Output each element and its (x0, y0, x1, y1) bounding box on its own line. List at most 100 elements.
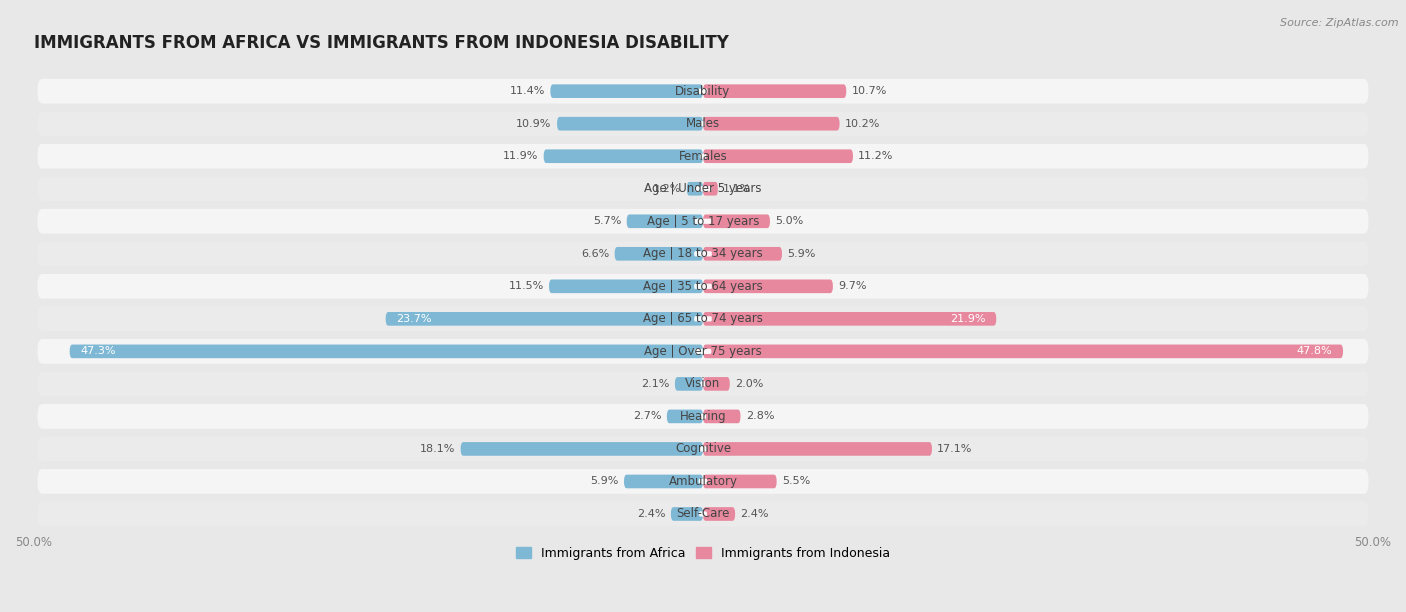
Text: Females: Females (679, 150, 727, 163)
Text: Age | 65 to 74 years: Age | 65 to 74 years (643, 312, 763, 326)
Text: 47.3%: 47.3% (80, 346, 115, 356)
FancyBboxPatch shape (703, 214, 770, 228)
Text: 2.8%: 2.8% (745, 411, 775, 422)
FancyBboxPatch shape (38, 79, 1368, 103)
Text: IMMIGRANTS FROM AFRICA VS IMMIGRANTS FROM INDONESIA DISABILITY: IMMIGRANTS FROM AFRICA VS IMMIGRANTS FRO… (34, 34, 728, 52)
FancyBboxPatch shape (695, 316, 711, 321)
FancyBboxPatch shape (666, 409, 703, 424)
Text: Age | 5 to 17 years: Age | 5 to 17 years (647, 215, 759, 228)
FancyBboxPatch shape (557, 117, 703, 130)
Text: 11.9%: 11.9% (503, 151, 538, 161)
FancyBboxPatch shape (703, 247, 782, 261)
Text: 1.1%: 1.1% (723, 184, 751, 194)
FancyBboxPatch shape (550, 84, 703, 98)
FancyBboxPatch shape (385, 312, 703, 326)
Text: 11.4%: 11.4% (509, 86, 546, 96)
FancyBboxPatch shape (699, 512, 707, 517)
FancyBboxPatch shape (461, 442, 703, 456)
FancyBboxPatch shape (703, 377, 730, 390)
Text: 5.9%: 5.9% (591, 477, 619, 487)
FancyBboxPatch shape (38, 469, 1368, 494)
FancyBboxPatch shape (38, 144, 1368, 168)
FancyBboxPatch shape (38, 371, 1368, 396)
FancyBboxPatch shape (38, 209, 1368, 234)
Legend: Immigrants from Africa, Immigrants from Indonesia: Immigrants from Africa, Immigrants from … (512, 542, 894, 565)
Text: Age | 18 to 34 years: Age | 18 to 34 years (643, 247, 763, 260)
FancyBboxPatch shape (703, 312, 997, 326)
FancyBboxPatch shape (695, 251, 711, 256)
Text: 2.1%: 2.1% (641, 379, 669, 389)
Text: 2.4%: 2.4% (741, 509, 769, 519)
FancyBboxPatch shape (627, 214, 703, 228)
FancyBboxPatch shape (695, 218, 711, 224)
FancyBboxPatch shape (38, 176, 1368, 201)
FancyBboxPatch shape (38, 502, 1368, 526)
FancyBboxPatch shape (695, 186, 711, 192)
Text: 47.8%: 47.8% (1296, 346, 1333, 356)
Text: Source: ZipAtlas.com: Source: ZipAtlas.com (1281, 18, 1399, 28)
Text: Age | Over 75 years: Age | Over 75 years (644, 345, 762, 358)
Text: 11.2%: 11.2% (858, 151, 894, 161)
Text: 5.9%: 5.9% (787, 249, 815, 259)
Text: Vision: Vision (685, 378, 721, 390)
FancyBboxPatch shape (703, 507, 735, 521)
FancyBboxPatch shape (671, 507, 703, 521)
Text: 10.2%: 10.2% (845, 119, 880, 129)
Text: 1.2%: 1.2% (654, 184, 682, 194)
FancyBboxPatch shape (699, 479, 707, 484)
Text: 2.4%: 2.4% (637, 509, 665, 519)
FancyBboxPatch shape (703, 149, 853, 163)
FancyBboxPatch shape (695, 349, 711, 354)
Text: 2.0%: 2.0% (735, 379, 763, 389)
FancyBboxPatch shape (38, 436, 1368, 461)
FancyBboxPatch shape (544, 149, 703, 163)
Text: Males: Males (686, 118, 720, 130)
FancyBboxPatch shape (70, 345, 703, 358)
FancyBboxPatch shape (703, 117, 839, 130)
Text: 17.1%: 17.1% (938, 444, 973, 454)
Text: Hearing: Hearing (679, 410, 727, 423)
FancyBboxPatch shape (699, 446, 707, 452)
Text: 11.5%: 11.5% (509, 282, 544, 291)
Text: 2.7%: 2.7% (633, 411, 661, 422)
Text: Age | 35 to 64 years: Age | 35 to 64 years (643, 280, 763, 293)
FancyBboxPatch shape (38, 307, 1368, 331)
FancyBboxPatch shape (614, 247, 703, 261)
Text: 5.7%: 5.7% (593, 216, 621, 226)
FancyBboxPatch shape (38, 404, 1368, 429)
FancyBboxPatch shape (548, 280, 703, 293)
Text: 9.7%: 9.7% (838, 282, 866, 291)
Text: Self-Care: Self-Care (676, 507, 730, 520)
Text: 5.5%: 5.5% (782, 477, 810, 487)
FancyBboxPatch shape (703, 84, 846, 98)
Text: 5.0%: 5.0% (775, 216, 804, 226)
Text: 21.9%: 21.9% (950, 314, 986, 324)
FancyBboxPatch shape (700, 381, 706, 387)
Text: 18.1%: 18.1% (420, 444, 456, 454)
FancyBboxPatch shape (700, 414, 706, 419)
FancyBboxPatch shape (703, 409, 741, 424)
Text: Ambulatory: Ambulatory (668, 475, 738, 488)
FancyBboxPatch shape (699, 89, 707, 94)
FancyBboxPatch shape (38, 111, 1368, 136)
Text: Cognitive: Cognitive (675, 442, 731, 455)
FancyBboxPatch shape (688, 182, 703, 196)
Text: 10.9%: 10.9% (516, 119, 551, 129)
Text: 10.7%: 10.7% (852, 86, 887, 96)
FancyBboxPatch shape (700, 121, 706, 126)
Text: Disability: Disability (675, 84, 731, 98)
FancyBboxPatch shape (695, 284, 711, 289)
FancyBboxPatch shape (703, 345, 1343, 358)
FancyBboxPatch shape (675, 377, 703, 390)
FancyBboxPatch shape (38, 242, 1368, 266)
FancyBboxPatch shape (38, 339, 1368, 364)
Text: 23.7%: 23.7% (396, 314, 432, 324)
Text: 6.6%: 6.6% (581, 249, 609, 259)
FancyBboxPatch shape (38, 274, 1368, 299)
FancyBboxPatch shape (703, 442, 932, 456)
Text: Age | Under 5 years: Age | Under 5 years (644, 182, 762, 195)
FancyBboxPatch shape (703, 280, 832, 293)
FancyBboxPatch shape (703, 475, 776, 488)
FancyBboxPatch shape (703, 182, 717, 196)
FancyBboxPatch shape (624, 475, 703, 488)
